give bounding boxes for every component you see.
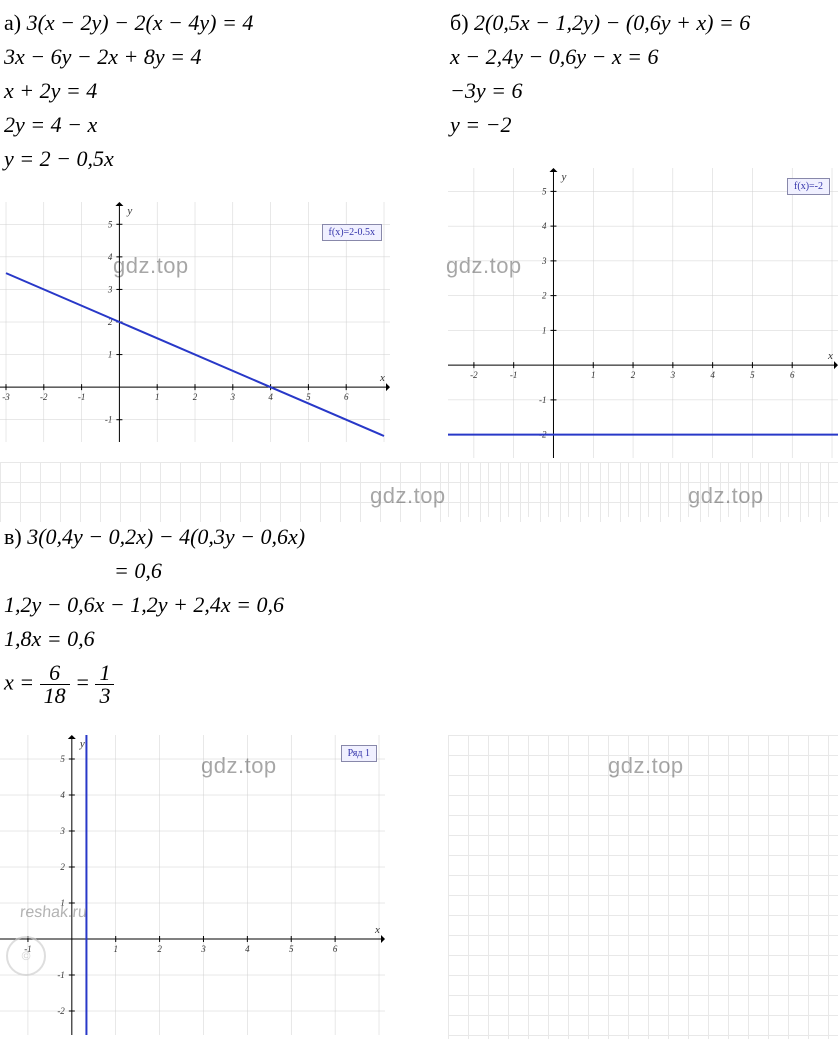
svg-text:-2: -2 xyxy=(40,392,48,402)
fraction-2: 13 xyxy=(95,662,114,707)
svg-text:y: y xyxy=(79,738,85,750)
svg-text:-2: -2 xyxy=(57,1006,65,1016)
svg-text:2: 2 xyxy=(157,944,162,954)
watermark-reshak: reshak.ru xyxy=(19,904,87,922)
svg-text:1: 1 xyxy=(591,370,596,380)
legend-a: f(x)=2-0.5x xyxy=(322,224,382,241)
svg-text:-2: -2 xyxy=(470,370,478,380)
svg-text:5: 5 xyxy=(60,754,65,764)
svg-text:4: 4 xyxy=(268,392,273,402)
problem-c-frac: x = 618 = 13 xyxy=(4,656,424,711)
svg-text:5: 5 xyxy=(542,186,547,196)
svg-text:-1: -1 xyxy=(105,415,113,425)
chart-c: -1123456-2-112345xy Ряд 1 xyxy=(0,735,385,1040)
svg-text:x: x xyxy=(827,350,833,362)
svg-text:x: x xyxy=(374,924,380,936)
svg-text:4: 4 xyxy=(542,221,547,231)
problem-c-line-3: 1,8x = 0,6 xyxy=(4,622,424,656)
watermark-gdz-2: gdz.top xyxy=(446,253,522,279)
svg-text:5: 5 xyxy=(108,219,113,229)
problem-b-line-1: x − 2,4y − 0,6y − x = 6 xyxy=(450,40,838,74)
svg-text:1: 1 xyxy=(108,350,113,360)
svg-text:6: 6 xyxy=(333,944,338,954)
svg-text:4: 4 xyxy=(710,370,715,380)
svg-text:-3: -3 xyxy=(2,392,10,402)
svg-text:2: 2 xyxy=(542,291,547,301)
problem-a-line-4: y = 2 − 0,5x xyxy=(4,142,424,176)
svg-text:5: 5 xyxy=(306,392,311,402)
grid-bg-bottom-right xyxy=(448,735,838,1039)
svg-text:-1: -1 xyxy=(57,970,65,980)
problem-a-line-1: 3x − 6y − 2x + 8y = 4 xyxy=(4,40,424,74)
svg-text:5: 5 xyxy=(750,370,755,380)
svg-text:6: 6 xyxy=(344,392,349,402)
watermark-gdz-4: gdz.top xyxy=(688,483,764,509)
svg-text:x: x xyxy=(379,372,385,384)
problem-a-line-2: x + 2y = 4 xyxy=(4,74,424,108)
svg-text:3: 3 xyxy=(541,256,547,266)
svg-text:3: 3 xyxy=(107,284,113,294)
watermark-copyright: © xyxy=(6,936,46,976)
svg-text:1: 1 xyxy=(113,944,118,954)
svg-text:-1: -1 xyxy=(539,395,547,405)
problem-b-line-3: y = −2 xyxy=(450,108,838,142)
watermark-gdz-1: gdz.top xyxy=(113,253,189,279)
chart-a: -3-2-1123456-112345xy f(x)=2-0.5x xyxy=(0,202,390,447)
fraction-1: 618 xyxy=(40,662,70,707)
svg-text:6: 6 xyxy=(790,370,795,380)
svg-text:4: 4 xyxy=(60,790,65,800)
problem-c-line-2: 1,2y − 0,6x − 1,2y + 2,4x = 0,6 xyxy=(4,588,424,622)
svg-text:y: y xyxy=(560,171,566,183)
svg-text:3: 3 xyxy=(59,826,65,836)
svg-text:3: 3 xyxy=(200,944,206,954)
problem-a-line-3: 2y = 4 − x xyxy=(4,108,424,142)
svg-text:2: 2 xyxy=(60,862,65,872)
problem-a-line-0: а) 3(x − 2y) − 2(x − 4y) = 4 xyxy=(4,6,424,40)
problem-c-line-1: = 0,6 xyxy=(4,554,424,588)
problem-c: в) 3(0,4y − 0,2x) − 4(0,3y − 0,6x) = 0,6… xyxy=(4,520,424,711)
problem-b: б) 2(0,5x − 1,2y) − (0,6y + x) = 6 x − 2… xyxy=(450,6,838,142)
svg-text:4: 4 xyxy=(245,944,250,954)
watermark-gdz-5: gdz.top xyxy=(201,753,277,779)
legend-b: f(x)=-2 xyxy=(787,178,830,195)
svg-text:y: y xyxy=(126,205,132,217)
svg-text:3: 3 xyxy=(670,370,676,380)
problem-c-line-0: в) 3(0,4y − 0,2x) − 4(0,3y − 0,6x) xyxy=(4,520,424,554)
svg-text:3: 3 xyxy=(230,392,236,402)
watermark-gdz-6: gdz.top xyxy=(608,753,684,779)
svg-text:1: 1 xyxy=(155,392,160,402)
problem-a: а) 3(x − 2y) − 2(x − 4y) = 4 3x − 6y − 2… xyxy=(4,6,424,176)
legend-c: Ряд 1 xyxy=(341,745,377,762)
problem-b-line-0: б) 2(0,5x − 1,2y) − (0,6y + x) = 6 xyxy=(450,6,838,40)
watermark-gdz-3: gdz.top xyxy=(370,483,446,509)
chart-b: -2-1123456-2-112345xy f(x)=-2 xyxy=(448,168,838,463)
svg-text:2: 2 xyxy=(631,370,636,380)
svg-text:-1: -1 xyxy=(78,392,86,402)
svg-text:5: 5 xyxy=(289,944,294,954)
svg-text:2: 2 xyxy=(193,392,198,402)
svg-text:1: 1 xyxy=(542,325,547,335)
problem-b-line-2: −3y = 6 xyxy=(450,74,838,108)
svg-text:-1: -1 xyxy=(510,370,518,380)
